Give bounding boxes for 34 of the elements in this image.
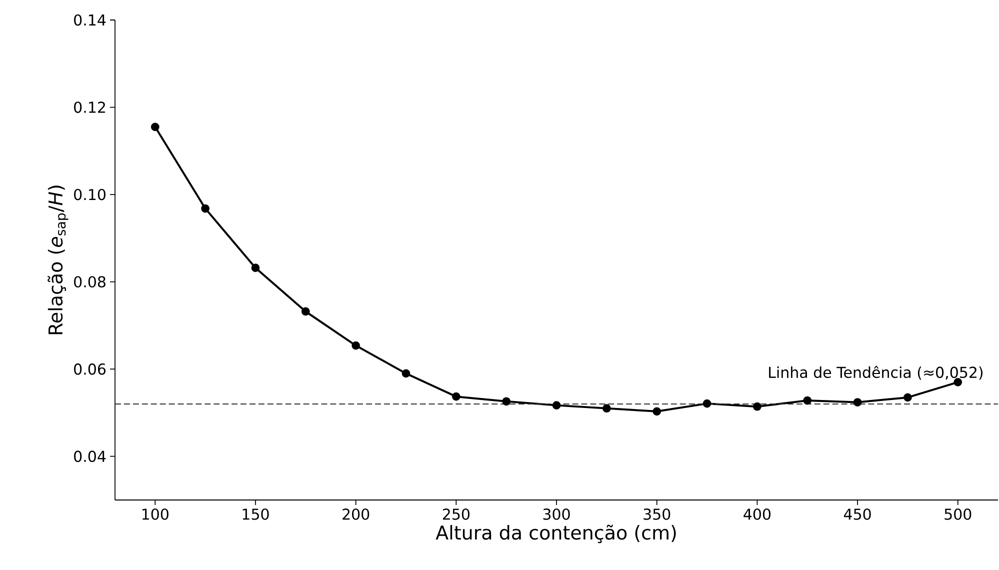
x-tick-label: 250 [442, 508, 470, 520]
y-tick-label: 0.14 [74, 14, 106, 26]
x-tick-label: 450 [844, 508, 871, 520]
point [602, 404, 611, 413]
point [652, 407, 662, 416]
point [552, 401, 561, 410]
point [904, 393, 912, 402]
point [301, 307, 310, 316]
x-tick-label: 300 [543, 508, 570, 520]
point [452, 392, 460, 401]
point [150, 122, 160, 132]
y-tick-label: 0.04 [74, 450, 106, 462]
point [201, 204, 210, 213]
point [251, 264, 260, 272]
x-tick-label: 200 [342, 508, 370, 520]
point [402, 369, 410, 378]
point [753, 402, 762, 411]
y-tick-label: 0.06 [74, 363, 106, 375]
x-tick-label: 400 [744, 508, 770, 520]
ref-line-label: Linha de Tendência (≈0,052) [769, 366, 983, 380]
x-tick-label: 350 [644, 508, 670, 520]
point [702, 399, 712, 408]
point [853, 398, 862, 406]
y-tick-label: 0.12 [74, 102, 105, 113]
x-tick-label: 500 [944, 508, 972, 520]
y-axis-title: Relação (e$_{sap}$/H) [48, 186, 68, 334]
x-axis-title: Altura da contenção (cm) [436, 524, 676, 544]
x-tick-label: 150 [242, 508, 269, 520]
point [803, 396, 812, 405]
y-tick-label: 0.08 [74, 276, 106, 288]
y-tick-label: 0.10 [74, 188, 106, 200]
point [352, 341, 360, 350]
x-tick-label: 100 [142, 508, 168, 520]
point [502, 397, 511, 406]
